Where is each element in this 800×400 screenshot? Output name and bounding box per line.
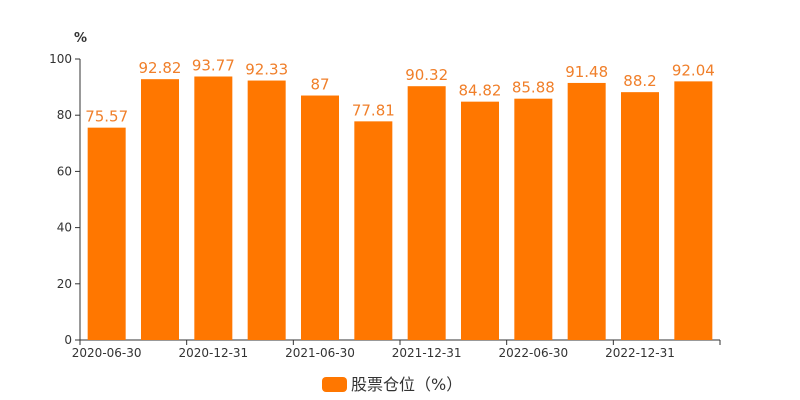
- bar-value-label: 75.57: [85, 108, 128, 126]
- bar-value-label: 87: [310, 76, 329, 94]
- y-axis-ticks: 0 20 40 60 80 100: [49, 52, 80, 347]
- x-tick-label: 2022-12-31: [605, 346, 675, 360]
- bar-value-label: 84.82: [459, 82, 502, 100]
- y-tick-label: 20: [57, 277, 72, 291]
- y-tick-label: 0: [64, 333, 72, 347]
- bar[interactable]: [567, 82, 606, 341]
- bar-value-label: 90.32: [405, 66, 448, 84]
- data-labels: 75.57 92.82 93.77 92.33 87 77.81 90.32 84.82 85.…: [85, 57, 715, 126]
- bar[interactable]: [514, 98, 553, 340]
- bar[interactable]: [194, 76, 233, 341]
- y-unit-label: %: [74, 31, 87, 46]
- bar[interactable]: [87, 127, 126, 340]
- bar[interactable]: [247, 80, 286, 340]
- bar[interactable]: [354, 121, 393, 340]
- bar-value-label: 93.77: [192, 57, 235, 75]
- bar[interactable]: [621, 92, 659, 341]
- y-tick-label: 100: [49, 52, 72, 66]
- bar-series: [87, 76, 713, 341]
- x-tick-label: 2020-12-31: [178, 346, 248, 360]
- legend-swatch[interactable]: [322, 377, 347, 392]
- y-tick-label: 40: [57, 221, 72, 235]
- bar-value-label: 92.82: [139, 59, 182, 77]
- bar-value-label: 92.33: [245, 61, 288, 79]
- bar-value-label: 85.88: [512, 79, 555, 97]
- bar[interactable]: [407, 86, 446, 340]
- x-tick-label: 2020-06-30: [72, 346, 142, 360]
- x-axis-ticks: 2020-06-30 2020-12-31 2021-06-30 2021-12-31…: [72, 340, 721, 360]
- bar[interactable]: [674, 81, 713, 340]
- y-tick-label: 80: [57, 108, 72, 122]
- bar-value-label: 88.2: [623, 72, 656, 90]
- bar-value-label: 92.04: [672, 61, 715, 79]
- x-tick-label: 2021-06-30: [285, 346, 355, 360]
- legend-label[interactable]: 股票仓位（%）: [351, 375, 462, 394]
- bar-value-label: 91.48: [565, 63, 608, 81]
- legend[interactable]: 股票仓位（%）: [322, 375, 462, 394]
- bar[interactable]: [141, 79, 179, 341]
- y-tick-label: 60: [57, 164, 72, 178]
- x-tick-label: 2022-06-30: [498, 346, 568, 360]
- bar-value-label: 77.81: [352, 101, 395, 119]
- bar[interactable]: [301, 95, 339, 340]
- bar[interactable]: [461, 101, 499, 341]
- x-tick-label: 2021-12-31: [392, 346, 462, 360]
